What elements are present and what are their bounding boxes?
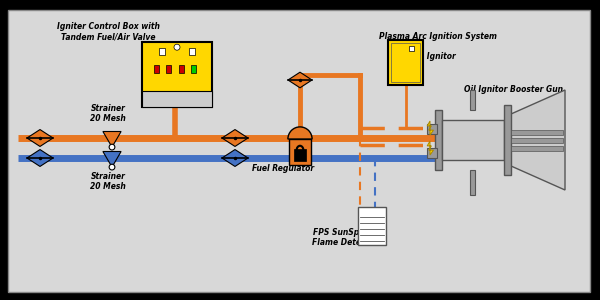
Polygon shape [27,150,53,166]
Bar [511,146,563,151]
Polygon shape [288,72,312,88]
Polygon shape [27,130,53,146]
Circle shape [174,44,180,50]
Polygon shape [511,90,565,190]
Polygon shape [427,121,433,135]
Bar [142,42,212,107]
Text: Strainer
20 Mesh: Strainer 20 Mesh [90,172,126,191]
Bar [294,149,306,161]
Bar [142,91,212,107]
Text: Oil Horn Ignitor: Oil Horn Ignitor [389,52,455,61]
Circle shape [109,164,115,170]
Bar [179,65,184,73]
Polygon shape [222,150,248,166]
Bar [190,48,196,55]
Polygon shape [222,130,248,146]
Text: Fuel Regulator: Fuel Regulator [252,164,314,173]
Bar [166,65,171,73]
Bar [435,110,442,170]
Bar [358,207,386,245]
Text: Plasma Arc Ignition System: Plasma Arc Ignition System [379,32,497,41]
Wedge shape [288,127,312,139]
Bar [427,148,437,158]
Text: Igniter Control Box with
Tandem Fuel/Air Valve: Igniter Control Box with Tandem Fuel/Air… [56,22,160,41]
Text: FPS SunSpot II
Flame Detector: FPS SunSpot II Flame Detector [312,228,378,248]
Bar [442,120,504,160]
Circle shape [109,144,115,150]
Bar [289,139,311,165]
Bar [427,124,437,134]
Text: Strainer
20 Mesh: Strainer 20 Mesh [90,104,126,123]
Bar [391,43,420,82]
Bar [511,130,563,134]
Bar [470,90,475,110]
Bar [191,65,196,73]
Bar [388,40,423,85]
Polygon shape [427,141,433,155]
Bar [409,46,414,51]
Text: Oil Ignitor Booster Gun: Oil Ignitor Booster Gun [464,85,563,94]
Bar [470,170,475,195]
Polygon shape [103,152,121,167]
Bar [154,65,158,73]
Polygon shape [103,131,121,147]
Bar [158,48,164,55]
Bar [504,105,511,175]
Bar [511,137,563,142]
